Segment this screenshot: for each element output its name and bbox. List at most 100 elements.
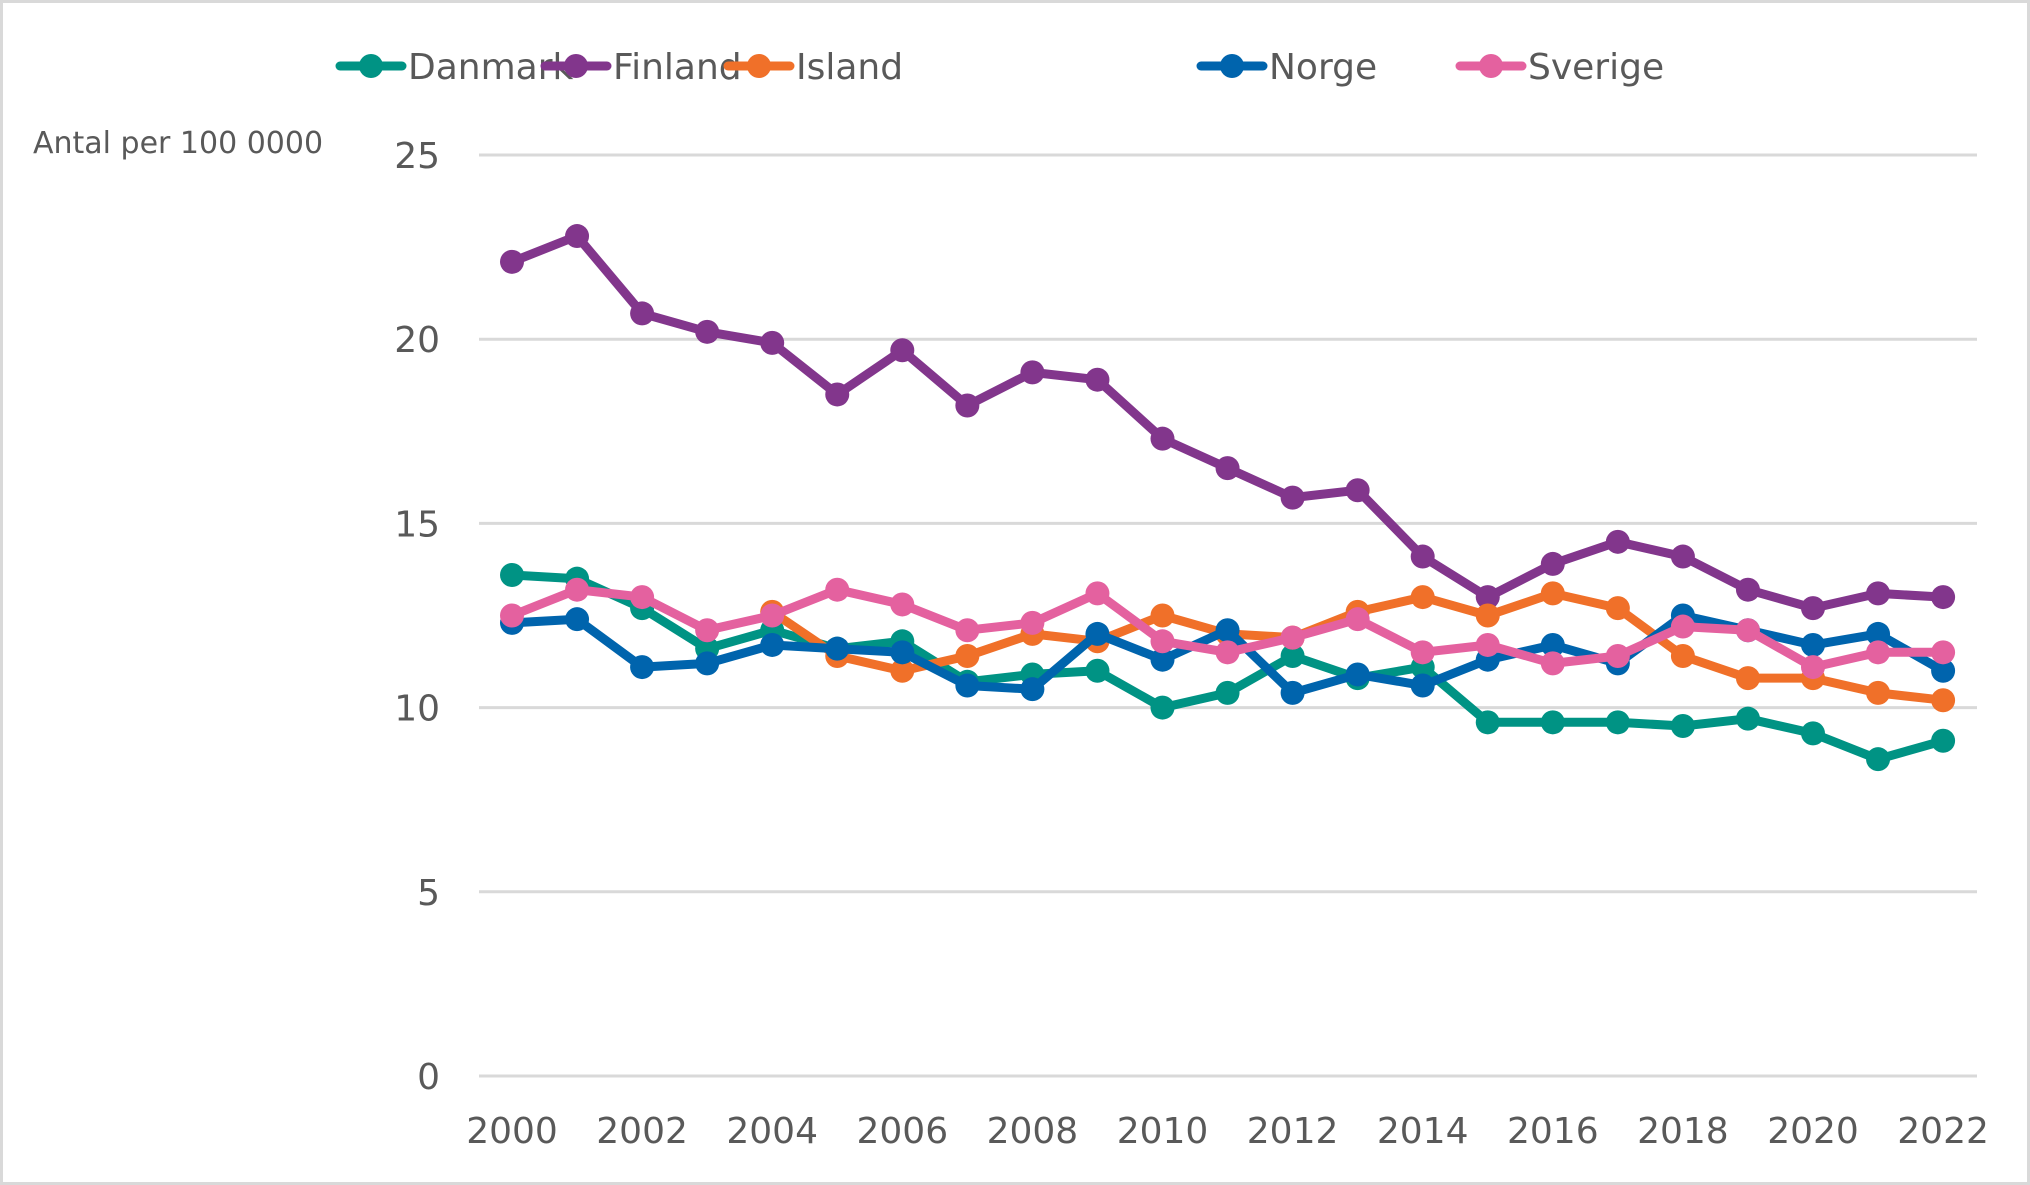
legend-item-norge: Norge: [1196, 47, 1377, 88]
data-point: [1215, 618, 1240, 643]
data-point: [565, 577, 590, 602]
data-point: [500, 249, 524, 274]
data-point: [1085, 581, 1110, 606]
y-tick-label: 20: [394, 320, 440, 361]
data-point: [1150, 603, 1175, 628]
legend-label: Norge: [1269, 47, 1377, 88]
data-point: [760, 632, 785, 657]
legend-label: Finland: [613, 47, 742, 88]
y-tick-label: 10: [394, 689, 440, 730]
data-point: [1020, 360, 1045, 385]
legend-label: Island: [796, 47, 903, 88]
series-group: [500, 224, 1956, 772]
series-line: [507, 231, 1948, 613]
x-tick-label: 2010: [1117, 1111, 1209, 1152]
y-axis-title: Antal per 100 0000: [33, 126, 323, 161]
data-point: [1280, 625, 1305, 650]
data-point: [500, 562, 524, 587]
data-point: [1866, 640, 1891, 665]
data-point: [1540, 710, 1565, 735]
y-tick-label: 5: [417, 873, 440, 914]
data-point: [565, 224, 590, 249]
x-tick-label: 2000: [466, 1111, 558, 1152]
x-tick-label: 2002: [596, 1111, 688, 1152]
data-point: [1866, 581, 1891, 606]
data-point: [1280, 680, 1305, 705]
data-point: [1801, 655, 1825, 680]
data-point: [1020, 610, 1045, 635]
series-sverige: [500, 577, 1956, 680]
data-point: [1150, 695, 1175, 720]
data-point: [1085, 621, 1110, 646]
data-point: [1410, 640, 1435, 665]
data-point: [955, 644, 980, 669]
data-point: [1085, 367, 1110, 392]
data-point: [1410, 673, 1435, 698]
data-point: [500, 603, 524, 628]
data-point: [1670, 644, 1695, 669]
data-point: [1150, 629, 1175, 654]
data-point: [1475, 632, 1500, 657]
y-tick-label: 0: [417, 1057, 440, 1098]
data-point: [1801, 596, 1825, 621]
x-tick-label: 2004: [726, 1111, 818, 1152]
data-point: [1605, 644, 1630, 669]
data-point: [1540, 551, 1565, 576]
data-point: [760, 330, 785, 355]
legend-marker-icon: [359, 54, 383, 78]
data-point: [825, 636, 850, 661]
data-point: [890, 592, 915, 617]
x-tick-label: 2022: [1897, 1111, 1989, 1152]
x-tick-label: 2018: [1637, 1111, 1729, 1152]
data-point: [1735, 577, 1760, 602]
data-point: [630, 655, 655, 680]
data-point: [1605, 596, 1630, 621]
data-point: [1475, 585, 1500, 610]
data-point: [695, 319, 720, 344]
x-tick-label: 2014: [1377, 1111, 1469, 1152]
x-tick-label: 2008: [987, 1111, 1079, 1152]
data-point: [1735, 666, 1760, 691]
data-point: [1280, 485, 1305, 510]
legend-marker-icon: [1479, 54, 1503, 78]
data-point: [955, 393, 980, 418]
data-point: [1475, 710, 1500, 735]
data-point: [1605, 710, 1630, 735]
data-point: [1931, 640, 1956, 665]
data-point: [630, 585, 655, 610]
data-point: [1931, 688, 1956, 713]
y-tick-label: 25: [394, 136, 440, 177]
data-point: [1801, 721, 1825, 746]
data-point: [825, 382, 850, 407]
data-point: [1540, 632, 1565, 657]
data-point: [1410, 544, 1435, 569]
data-point: [1215, 680, 1240, 705]
data-point: [1345, 607, 1370, 632]
x-tick-label: 2006: [856, 1111, 948, 1152]
data-point: [1866, 621, 1891, 646]
data-point: [1410, 585, 1435, 610]
data-point: [1931, 728, 1956, 753]
data-point: [1475, 603, 1500, 628]
data-point: [1020, 677, 1045, 702]
data-point: [565, 607, 590, 632]
legend-item-island: Island: [723, 47, 903, 88]
data-point: [890, 658, 915, 683]
x-tick-label: 2016: [1507, 1111, 1599, 1152]
gridlines: [479, 153, 1977, 1078]
data-point: [1670, 544, 1695, 569]
data-point: [1670, 614, 1695, 639]
data-point: [1540, 651, 1565, 676]
data-point: [1215, 640, 1240, 665]
legend-marker-icon: [1220, 54, 1244, 78]
data-point: [890, 338, 915, 363]
data-point: [630, 301, 655, 326]
series-finland: [500, 224, 1956, 621]
series-norge: [500, 603, 1956, 705]
data-point: [1085, 658, 1110, 683]
y-axis-ticks: 0 5 10 15 20 25: [394, 136, 440, 1098]
data-point: [1801, 632, 1825, 657]
y-tick-label: 15: [394, 504, 440, 545]
